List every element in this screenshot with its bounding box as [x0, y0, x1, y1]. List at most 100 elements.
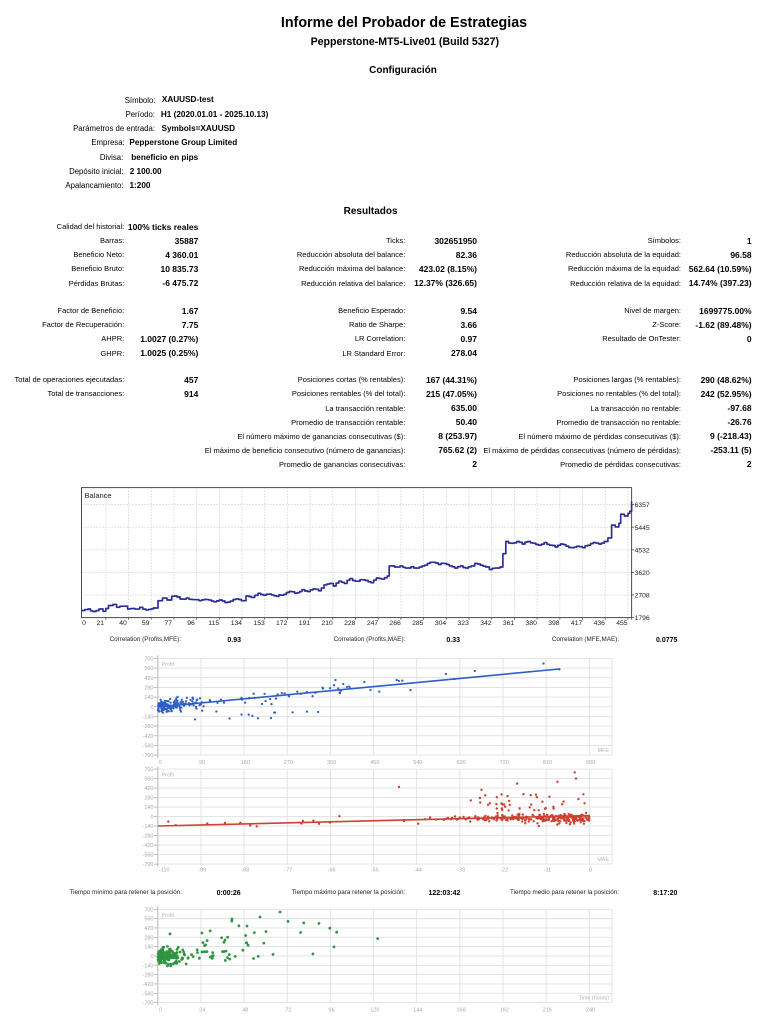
svg-text:-700: -700 — [142, 1001, 153, 1007]
svg-text:-55: -55 — [371, 868, 379, 874]
svg-text:240: 240 — [586, 1007, 595, 1013]
svg-text:0: 0 — [150, 815, 153, 821]
svg-text:420: 420 — [144, 926, 153, 932]
svg-text:140: 140 — [144, 695, 153, 701]
svg-text:560: 560 — [144, 666, 153, 672]
svg-text:810: 810 — [543, 760, 552, 766]
svg-text:172: 172 — [276, 620, 288, 627]
svg-text:115: 115 — [208, 620, 219, 627]
svg-text:96: 96 — [187, 620, 195, 627]
svg-text:-700: -700 — [142, 753, 153, 759]
svg-text:-22: -22 — [500, 868, 508, 874]
svg-text:180: 180 — [241, 760, 250, 766]
svg-text:-700: -700 — [142, 862, 153, 868]
svg-text:192: 192 — [500, 1007, 509, 1013]
svg-text:247: 247 — [367, 620, 379, 627]
svg-text:140: 140 — [144, 945, 153, 951]
svg-text:72: 72 — [285, 1007, 291, 1013]
svg-text:153: 153 — [253, 620, 265, 627]
svg-text:90: 90 — [199, 760, 205, 766]
svg-text:720: 720 — [500, 760, 509, 766]
svg-text:380: 380 — [526, 620, 538, 627]
svg-text:-560: -560 — [142, 991, 153, 997]
svg-text:-420: -420 — [142, 734, 153, 740]
svg-text:0: 0 — [159, 1007, 162, 1013]
svg-text:0: 0 — [82, 620, 86, 627]
svg-text:-420: -420 — [142, 982, 153, 988]
svg-text:-99: -99 — [198, 868, 206, 874]
svg-text:436: 436 — [594, 620, 606, 627]
svg-text:700: 700 — [144, 657, 153, 663]
svg-text:417: 417 — [571, 620, 583, 627]
svg-text:280: 280 — [144, 686, 153, 692]
svg-text:-560: -560 — [142, 853, 153, 859]
svg-text:-420: -420 — [142, 843, 153, 849]
svg-text:191: 191 — [299, 620, 311, 627]
svg-text:280: 280 — [144, 935, 153, 941]
svg-text:285: 285 — [412, 620, 424, 627]
svg-text:323: 323 — [458, 620, 470, 627]
svg-text:Profit: Profit — [162, 773, 175, 779]
svg-text:398: 398 — [548, 620, 560, 627]
svg-text:-280: -280 — [142, 973, 153, 979]
svg-text:0: 0 — [159, 760, 162, 766]
svg-text:-66: -66 — [328, 868, 336, 874]
svg-text:134: 134 — [231, 620, 243, 627]
svg-text:-280: -280 — [142, 724, 153, 730]
svg-text:420: 420 — [144, 676, 153, 682]
svg-text:-140: -140 — [142, 715, 153, 721]
svg-text:140: 140 — [144, 805, 153, 811]
svg-text:360: 360 — [327, 760, 336, 766]
svg-text:0: 0 — [150, 705, 153, 711]
svg-text:4532: 4532 — [635, 547, 650, 554]
svg-text:6357: 6357 — [635, 502, 650, 509]
svg-text:2708: 2708 — [635, 593, 650, 600]
svg-text:24: 24 — [199, 1007, 205, 1013]
svg-text:-11: -11 — [544, 868, 552, 874]
svg-text:Profit: Profit — [162, 662, 175, 668]
svg-text:455: 455 — [616, 620, 628, 627]
svg-text:MFE: MFE — [598, 748, 610, 754]
svg-text:96: 96 — [329, 1007, 335, 1013]
svg-text:630: 630 — [457, 760, 466, 766]
svg-text:560: 560 — [144, 917, 153, 923]
svg-text:304: 304 — [435, 620, 447, 627]
svg-text:-44: -44 — [414, 868, 422, 874]
svg-text:560: 560 — [144, 777, 153, 783]
svg-text:-560: -560 — [142, 744, 153, 750]
svg-text:-77: -77 — [284, 868, 292, 874]
svg-text:1796: 1796 — [635, 615, 650, 622]
svg-text:700: 700 — [144, 767, 153, 773]
svg-text:-280: -280 — [142, 834, 153, 840]
svg-text:216: 216 — [543, 1007, 552, 1013]
svg-text:Profit: Profit — [162, 913, 175, 919]
svg-text:120: 120 — [370, 1007, 379, 1013]
svg-text:77: 77 — [165, 620, 173, 627]
svg-text:228: 228 — [344, 620, 356, 627]
svg-text:280: 280 — [144, 796, 153, 802]
svg-text:270: 270 — [284, 760, 293, 766]
svg-text:59: 59 — [142, 620, 150, 627]
svg-text:450: 450 — [370, 760, 379, 766]
svg-text:0: 0 — [150, 954, 153, 960]
svg-text:210: 210 — [321, 620, 333, 627]
svg-text:540: 540 — [413, 760, 422, 766]
svg-text:361: 361 — [503, 620, 515, 627]
svg-text:-110: -110 — [159, 868, 170, 874]
svg-text:5445: 5445 — [635, 525, 650, 532]
svg-text:-33: -33 — [457, 868, 465, 874]
svg-text:48: 48 — [242, 1007, 248, 1013]
svg-text:144: 144 — [413, 1007, 422, 1013]
svg-text:-140: -140 — [142, 963, 153, 969]
svg-text:700: 700 — [144, 907, 153, 913]
svg-text:0: 0 — [589, 868, 592, 874]
svg-text:266: 266 — [389, 620, 401, 627]
svg-text:168: 168 — [457, 1007, 466, 1013]
svg-text:Time (hours): Time (hours) — [579, 995, 610, 1001]
svg-text:21: 21 — [97, 620, 105, 627]
svg-text:40: 40 — [119, 620, 127, 627]
svg-text:Balance: Balance — [85, 491, 112, 500]
svg-text:-140: -140 — [142, 824, 153, 830]
svg-text:420: 420 — [144, 786, 153, 792]
svg-text:342: 342 — [480, 620, 492, 627]
